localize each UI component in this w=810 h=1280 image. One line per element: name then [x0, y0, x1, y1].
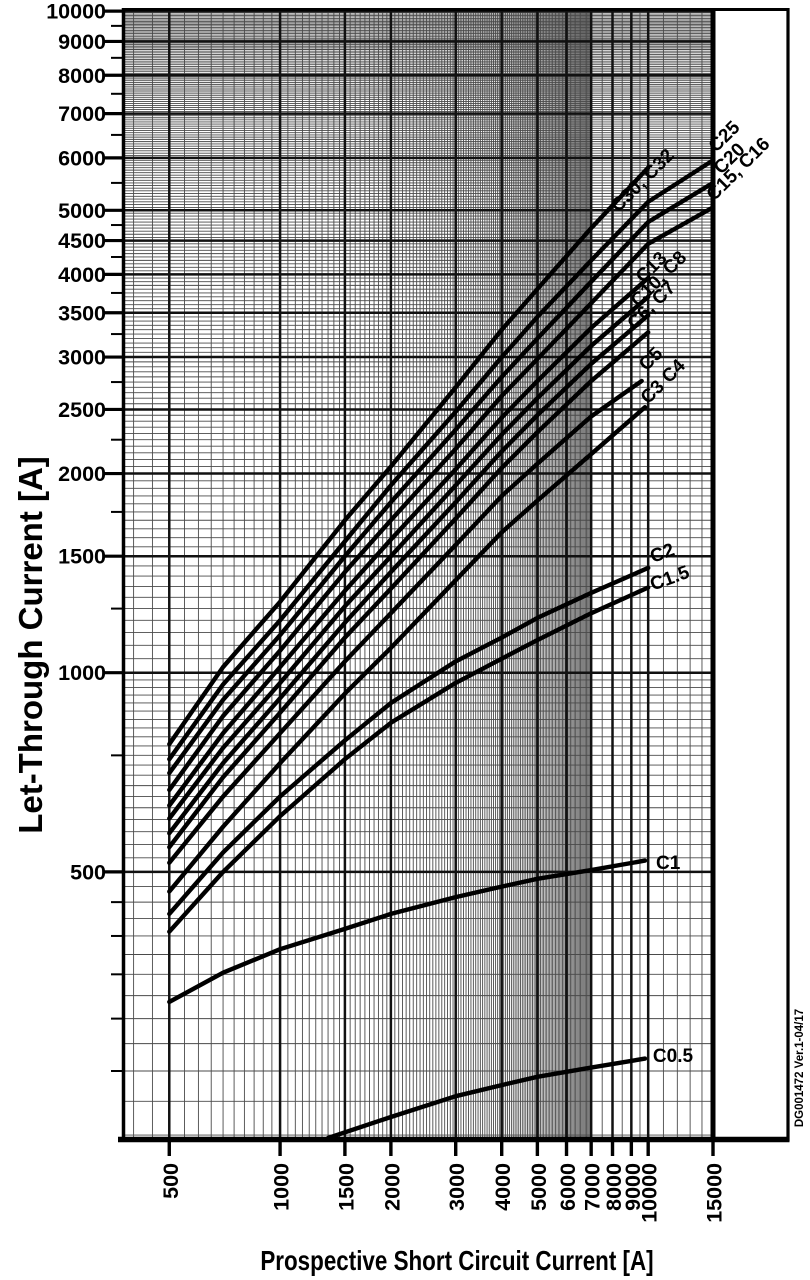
y-tick-label: 4000 — [58, 263, 106, 287]
x-tick-label: 8000 — [602, 1163, 626, 1211]
curve-c10 — [167, 294, 651, 821]
y-tick-label: 3500 — [58, 301, 106, 325]
y-tick-label: 1000 — [58, 661, 106, 685]
curve-c0.5 — [325, 1056, 648, 1138]
curve-label-c0.5: C0.5 — [653, 1046, 694, 1067]
curves-layer — [167, 158, 713, 1138]
x-tick-label: 6000 — [556, 1163, 580, 1211]
document-id-watermark: DG001472 Ver.1-04/17 — [794, 1008, 806, 1128]
y-tick-label: 2500 — [58, 398, 106, 422]
curve-c20 — [167, 180, 713, 776]
curve-c8 — [167, 313, 651, 836]
curve-c1.5 — [167, 585, 651, 934]
curve-c1 — [167, 858, 648, 1005]
curve-c5 — [167, 378, 644, 865]
y-tick-label: 8000 — [58, 64, 106, 88]
x-tick-label: 3000 — [445, 1163, 469, 1211]
x-tick-label: 9000 — [621, 1163, 645, 1211]
grid-layer — [122, 8, 713, 1138]
y-tick-label: 6000 — [58, 146, 106, 170]
y-tick-label: 10000 — [46, 0, 106, 24]
y-tick-label: 3000 — [58, 346, 106, 370]
y-axis-title: Let-Through Current [A] — [12, 456, 49, 834]
curve-label-c1: C1 — [656, 853, 681, 874]
curve-c2 — [167, 565, 651, 917]
curve-c30-c32 — [167, 165, 651, 747]
x-tick-label: 15000 — [703, 1163, 727, 1223]
y-tick-label: 9000 — [58, 30, 106, 54]
x-tick-label: 1000 — [270, 1163, 294, 1211]
x-tick-label: 7000 — [581, 1163, 605, 1211]
curve-c25 — [167, 158, 713, 762]
curve-c3-c4 — [167, 405, 648, 894]
x-tick-label: 1500 — [334, 1163, 358, 1211]
y-tick-label: 500 — [70, 860, 106, 884]
y-tick-label: 4500 — [58, 229, 106, 253]
x-tick-label: 500 — [159, 1163, 183, 1199]
y-tick-label: 5000 — [58, 199, 106, 223]
axes-frame — [118, 8, 790, 1143]
y-tick-label: 7000 — [58, 102, 106, 126]
x-tick-label: 10000 — [638, 1163, 662, 1223]
x-tick-label: 4000 — [491, 1163, 515, 1211]
y-tick-label: 1500 — [58, 545, 106, 569]
tick-layer: 5001000150020002500300035004000450050006… — [46, 0, 726, 1223]
y-tick-label: 2000 — [58, 462, 106, 486]
curve-c13 — [167, 275, 651, 808]
x-axis-title: Prospective Short Circuit Current [A] — [260, 1245, 654, 1276]
x-tick-label: 2000 — [380, 1163, 404, 1211]
curve-c6-c7 — [167, 330, 651, 850]
curve-c15-c16 — [167, 205, 713, 793]
x-tick-label: 5000 — [527, 1163, 551, 1211]
